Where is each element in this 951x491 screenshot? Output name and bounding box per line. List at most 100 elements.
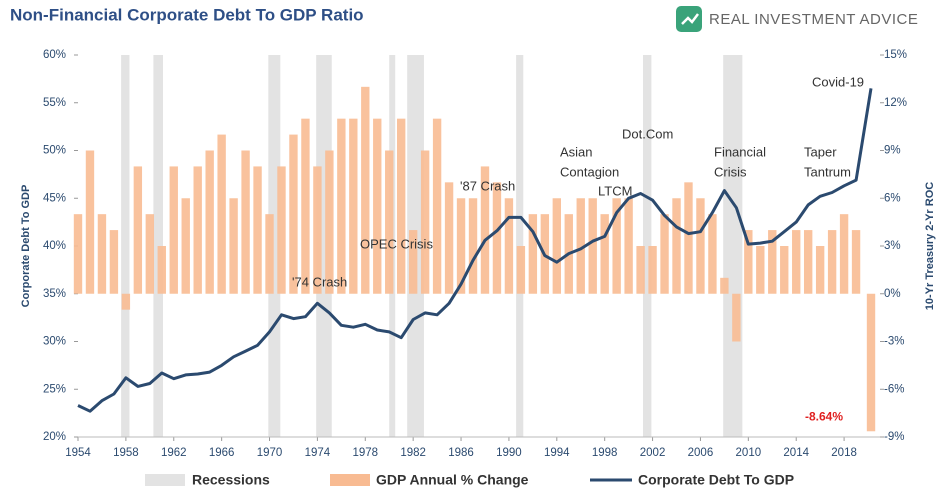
y2-tick-label: -9%: [884, 431, 904, 443]
x-tick-label: 1986: [448, 447, 474, 459]
gdp-bar: [193, 166, 202, 294]
y-tick-label: 60%: [43, 49, 66, 61]
y-tick-label: 45%: [43, 192, 66, 204]
x-tick-label: 1978: [352, 447, 378, 459]
gdp-bar: [145, 214, 155, 294]
gdp-bar: [241, 150, 250, 294]
x-tick-label: 1994: [544, 447, 570, 459]
x-tick-label: 2006: [688, 447, 714, 459]
gdp-bar: [480, 166, 490, 294]
gdp-bar: [97, 214, 107, 294]
gdp-bar: [444, 182, 454, 294]
x-tick-label: 1970: [257, 447, 283, 459]
recession-band: [642, 55, 652, 437]
gdp-bar: [696, 198, 705, 294]
x-tick-label: 2018: [831, 447, 857, 459]
gdp-bar: [744, 230, 753, 294]
gdp-bar: [157, 246, 166, 294]
annotation: Taper: [804, 144, 837, 159]
annotation: Crisis: [714, 164, 747, 179]
gdp-bar: [349, 118, 358, 294]
gdp-bar: [600, 214, 609, 294]
annotation: LTCM: [598, 183, 632, 198]
x-tick-label: 1974: [305, 447, 331, 459]
gdp-bar: [839, 214, 849, 294]
legend-label: Recessions: [192, 472, 270, 488]
gdp-bar: [73, 214, 83, 294]
gdp-bar: [468, 198, 478, 294]
x-tick-label: 1962: [161, 447, 187, 459]
annotation: OPEC Crisis: [360, 236, 433, 251]
gdp-bar: [756, 246, 765, 294]
brand-name: REAL INVESTMENT ADVICE: [709, 11, 918, 28]
y-tick-label: 50%: [43, 145, 66, 157]
x-tick-label: 1966: [209, 447, 235, 459]
annotation: Asian: [560, 144, 593, 159]
gdp-bar: [851, 230, 861, 294]
gdp-bar: [732, 293, 741, 342]
gdp-bar: [456, 198, 466, 294]
gdp-bar: [504, 198, 514, 294]
gdp-bar: [528, 214, 538, 294]
gdp-bar: [792, 230, 801, 294]
gdp-bar: [121, 293, 131, 310]
brand-logo: [676, 6, 702, 32]
gdp-bar: [827, 230, 837, 294]
x-tick-label: 1990: [496, 447, 522, 459]
gdp-bar: [612, 198, 621, 294]
gdp-bar: [492, 182, 502, 294]
y2-tick-label: 15%: [884, 49, 907, 61]
legend-swatch: [145, 474, 185, 486]
annotation: Tantrum: [804, 164, 851, 179]
gdp-bar: [325, 150, 334, 294]
gdp-bar: [803, 230, 813, 294]
gdp-bar: [708, 214, 717, 294]
gdp-bar: [277, 166, 286, 294]
recession-band: [723, 55, 743, 437]
y2-tick-label: -6%: [884, 383, 904, 395]
y2-axis-label: 10-Yr Treasury 2-Yr ROC: [924, 182, 936, 310]
gdp-bar: [253, 166, 262, 294]
gdp-bar: [289, 134, 298, 294]
gdp-bar: [636, 246, 645, 294]
annotation: Covid-19: [812, 74, 864, 89]
y2-tick-label: 12%: [884, 97, 907, 109]
gdp-bar: [408, 230, 418, 294]
gdp-bar: [301, 118, 310, 294]
y-tick-label: 25%: [43, 383, 66, 395]
gdp-bar: [432, 118, 442, 294]
gdp-bar: [672, 198, 681, 294]
x-tick-label: 2010: [736, 447, 762, 459]
y2-tick-label: 0%: [884, 288, 901, 300]
gdp-bar: [576, 198, 585, 294]
y2-tick-label: -3%: [884, 336, 904, 348]
gdp-bar: [768, 230, 777, 294]
legend-label: GDP Annual % Change: [376, 472, 529, 488]
x-tick-label: 2002: [640, 447, 666, 459]
gdp-bar: [624, 198, 633, 294]
gdp-bar: [720, 277, 729, 294]
recession-band: [268, 55, 281, 437]
x-tick-label: 1998: [592, 447, 618, 459]
x-tick-label: 2014: [783, 447, 809, 459]
logo-glyph: [681, 13, 699, 25]
debt-line: [77, 88, 873, 413]
gdp-bar: [684, 182, 693, 294]
gdp-bar: [217, 134, 226, 294]
gdp-bar: [229, 198, 238, 294]
gdp-bar: [660, 214, 669, 294]
annotation: Contagion: [560, 164, 619, 179]
gdp-bar: [313, 166, 322, 294]
y2-tick-label: 6%: [884, 192, 901, 204]
gdp-bar: [780, 246, 789, 294]
gdp-bar: [588, 198, 597, 294]
gdp-bar: [552, 198, 561, 294]
gdp-bar: [109, 230, 119, 294]
y-axis-label: Corporate Debt To GDP: [20, 185, 32, 308]
gdp-bar: [648, 246, 657, 294]
y-tick-label: 35%: [43, 288, 66, 300]
gdp-bar: [866, 293, 876, 432]
annotation: '87 Crash: [460, 178, 515, 193]
gdp-bar: [516, 246, 526, 294]
